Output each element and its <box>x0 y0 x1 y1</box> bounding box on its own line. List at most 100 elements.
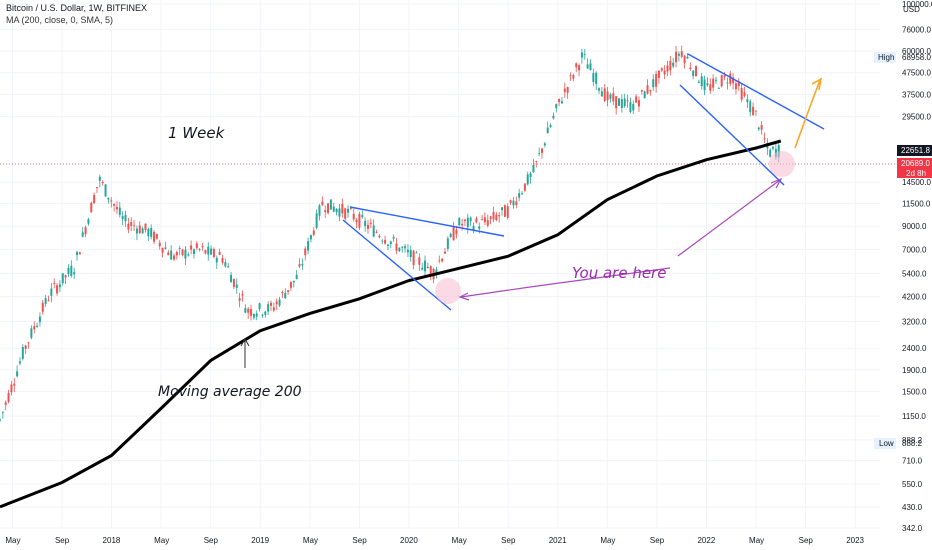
candle-body <box>675 51 678 63</box>
candle-body <box>278 299 281 306</box>
triangle-lower-trendline-2020[interactable] <box>342 219 452 311</box>
candle-body <box>558 98 561 103</box>
candle-body <box>369 222 372 225</box>
last-price: 20689.0 <box>901 159 930 168</box>
candle-body <box>192 249 195 254</box>
candle-body <box>717 88 720 89</box>
candle-body <box>749 101 752 113</box>
candle-body <box>252 314 255 318</box>
candle-body <box>284 292 287 299</box>
candle-body <box>341 203 344 214</box>
triangle-upper-trendline-2020[interactable] <box>349 206 505 237</box>
time-tick-label: May <box>600 536 615 545</box>
candle-body <box>386 244 389 247</box>
candle-body <box>178 248 181 249</box>
candle-body <box>449 233 452 237</box>
candle-body <box>261 314 264 316</box>
low-label: Low <box>879 439 894 448</box>
candle-body <box>95 187 98 189</box>
candle-body <box>723 75 726 77</box>
pointer-arrow-right <box>677 179 781 257</box>
candle-body <box>315 213 318 228</box>
candle-body <box>743 92 746 97</box>
candle-body <box>18 361 21 364</box>
candle-body <box>150 228 153 237</box>
candle-body <box>121 216 124 220</box>
candle-body <box>501 207 504 211</box>
candle-body <box>170 250 173 260</box>
candle-body <box>289 281 292 288</box>
candle-body <box>475 218 478 223</box>
candle-body <box>67 268 70 274</box>
candle-body <box>481 219 484 221</box>
candle-body <box>230 274 233 283</box>
candle-body <box>737 81 740 86</box>
candle-body <box>575 63 578 68</box>
candle-body <box>563 88 566 93</box>
candle-body <box>655 74 658 87</box>
ma-note[interactable]: Moving average 200 <box>158 384 302 400</box>
candle-body <box>104 184 107 197</box>
price-tick-label: 9000.0 <box>902 222 927 231</box>
time-tick-label: Sep <box>352 536 367 545</box>
wedge-lower-trendline-2022[interactable] <box>679 84 785 186</box>
candle-body <box>167 252 170 256</box>
candle-body <box>392 237 395 239</box>
candle-body <box>287 290 290 292</box>
candle-body <box>398 247 401 252</box>
candles-layer <box>0 45 780 422</box>
time-axis[interactable]: May Sep 2018 May Sep 2019 May Sep 2020 May Sep 2021… <box>5 536 864 545</box>
candle-body <box>27 342 30 344</box>
candle-body <box>435 269 438 273</box>
candle-body <box>620 99 623 108</box>
candle-body <box>235 284 238 288</box>
candle-body <box>521 193 524 195</box>
candle-body <box>21 347 24 359</box>
timeframe-note[interactable]: 1 Week <box>168 124 226 142</box>
candle-body <box>760 125 763 130</box>
price-tick-label: 1500.0 <box>902 388 927 397</box>
candle-body <box>689 67 692 70</box>
candle-body <box>147 229 150 237</box>
candle-body <box>458 218 461 226</box>
time-tick-label: Sep <box>55 536 70 545</box>
indicator-legend[interactable]: MA (200, close, 0, SMA, 5) <box>6 15 114 25</box>
ma-200-line <box>0 139 782 509</box>
candle-body <box>372 225 375 237</box>
candle-body <box>455 229 458 235</box>
candle-body <box>763 138 766 140</box>
candle-body <box>16 371 19 377</box>
candle-body <box>754 110 757 112</box>
candle-body <box>486 219 489 226</box>
candle-body <box>535 161 538 162</box>
candle-body <box>472 225 475 231</box>
price-tick-label: 37500.0 <box>902 91 931 100</box>
candle-body <box>50 288 53 296</box>
candle-body <box>632 103 635 111</box>
candle-body <box>452 227 455 241</box>
candle-body <box>110 200 113 202</box>
candle-body <box>421 267 424 270</box>
price-tick-label: 430.0 <box>902 503 923 512</box>
time-tick-label: May <box>452 536 467 545</box>
candle-body <box>224 262 227 267</box>
candle-body <box>657 70 660 78</box>
wedge-upper-trendline-2022[interactable] <box>687 53 825 130</box>
candle-body <box>466 217 469 228</box>
candle-body <box>523 183 526 191</box>
candle-body <box>155 233 158 239</box>
candle-body <box>444 251 446 254</box>
candle-body <box>384 239 387 244</box>
candle-body <box>649 89 652 92</box>
you-are-here-note[interactable]: You are here <box>572 264 666 282</box>
candle-body <box>221 258 224 263</box>
candle-body <box>646 85 649 94</box>
candle-body <box>304 248 307 256</box>
symbol-legend[interactable]: Bitcoin / U.S. Dollar, 1W, BITFINEX <box>6 3 148 13</box>
price-axis[interactable]: USD 100000.0 76000.0 60000.0 47500.0 37500.0… <box>874 0 932 533</box>
candle-body <box>509 200 512 203</box>
time-tick-label: 2022 <box>697 536 715 545</box>
candle-body <box>418 257 421 265</box>
